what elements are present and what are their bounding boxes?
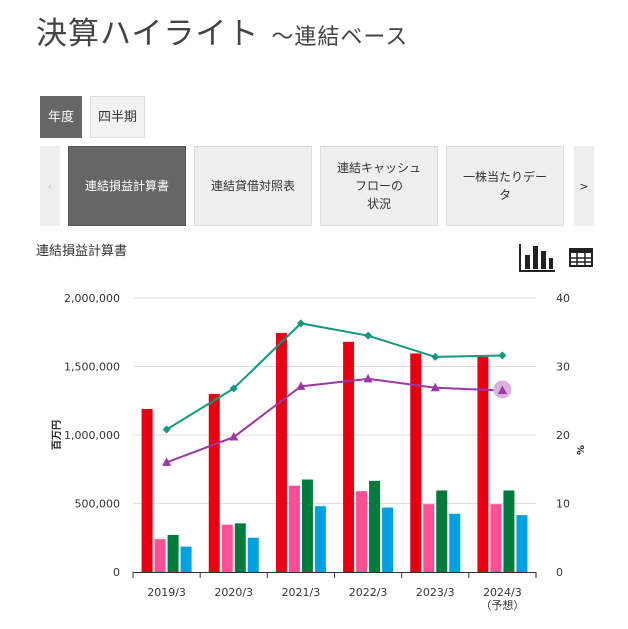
- series-line: [166, 377, 503, 464]
- line-point: [363, 373, 373, 383]
- line-point: [296, 319, 305, 328]
- tab-label-line: 状況: [366, 197, 391, 211]
- bar: [410, 353, 422, 572]
- tab-quarterly[interactable]: 四半期: [90, 96, 146, 138]
- tab-label-line: 一株当たりデー: [462, 170, 547, 184]
- bar: [503, 490, 515, 572]
- line-point: [229, 432, 239, 441]
- chart: 0 0 500,000 10 1,000,000 20 1,500,000 30 2,000,0…: [51, 292, 587, 612]
- line-point: [431, 352, 440, 361]
- y2-tick-label: 20: [556, 429, 570, 442]
- y2-tick-label: 40: [556, 292, 570, 305]
- bar: [477, 356, 489, 572]
- line-point: [430, 382, 440, 392]
- table-view-button[interactable]: [565, 240, 605, 274]
- bar: [234, 523, 246, 572]
- x-tick-label: 2024/3: [483, 586, 522, 599]
- tab-label-line: 連結キャッシュ: [336, 161, 421, 175]
- bar: [369, 480, 381, 572]
- page-title: 決算ハイライト ～連結ベース: [36, 8, 408, 53]
- bar-chart-view-button[interactable]: [517, 240, 557, 274]
- y2-tick-label: 10: [556, 498, 570, 511]
- tab-label-line: タ: [498, 188, 511, 202]
- tab-income-statement[interactable]: 連結損益計算書: [68, 146, 186, 226]
- bar: [436, 490, 448, 572]
- page-subtitle: ～連結ベース: [271, 25, 409, 50]
- bar: [167, 535, 179, 572]
- tabs-next-arrow[interactable]: >: [574, 146, 594, 226]
- x-tick-label: 2021/3: [282, 586, 321, 599]
- bar: [247, 537, 259, 572]
- chart-title: 連結損益計算書: [36, 244, 128, 259]
- bar: [180, 546, 192, 572]
- tab-label-line: 連結貸借対照表: [210, 179, 295, 193]
- y-tick-label: 0: [113, 566, 120, 579]
- tab-per-share-data[interactable]: 一株当たりデー タ: [446, 146, 564, 226]
- bar: [516, 515, 528, 572]
- bar: [423, 504, 435, 572]
- tab-label-line: 連結損益計算書: [84, 179, 169, 193]
- y-tick-label: 1,500,000: [64, 361, 120, 374]
- line-point: [162, 425, 171, 434]
- line-point: [497, 385, 507, 394]
- bar: [382, 507, 394, 572]
- tab-annual[interactable]: 年度: [40, 96, 83, 138]
- bar: [208, 393, 220, 572]
- y2-tick-label: 30: [556, 361, 570, 374]
- series-line: [166, 322, 503, 431]
- y2-tick-label: 0: [556, 566, 563, 579]
- bar: [154, 539, 166, 572]
- bar-chart-icon: [519, 244, 555, 272]
- y-axis-title: 百万円: [51, 420, 63, 450]
- y-tick-label: 500,000: [75, 498, 121, 511]
- bar: [490, 504, 502, 572]
- line-point: [364, 331, 373, 340]
- y-tick-label: 2,000,000: [64, 292, 120, 305]
- x-tick-label: 2020/3: [214, 586, 253, 599]
- statement-tabs: ‹ 連結損益計算書 連結貸借対照表 連結キャッシュ フローの 状況 一株当たりデ…: [40, 146, 596, 226]
- line-point: [296, 381, 306, 390]
- bar: [314, 506, 326, 572]
- bar: [356, 491, 368, 572]
- line-point: [162, 457, 172, 466]
- tab-cash-flow[interactable]: 連結キャッシュ フローの 状況: [320, 146, 438, 226]
- page-title-text: 決算ハイライト: [36, 16, 260, 52]
- period-tabs: 年度 四半期: [40, 96, 146, 138]
- table-icon: [569, 248, 593, 267]
- bar: [288, 485, 300, 572]
- bar: [221, 524, 233, 572]
- line-point: [229, 384, 238, 393]
- line-point: [498, 351, 507, 360]
- x-tick-label: 2019/3: [147, 586, 186, 599]
- x-tick-label: 2023/3: [416, 586, 455, 599]
- y-tick-label: 1,000,000: [64, 429, 120, 442]
- tab-label-line: フローの: [354, 179, 403, 193]
- bar: [301, 479, 313, 572]
- bar: [343, 341, 355, 572]
- bar: [449, 513, 461, 572]
- tabs-prev-arrow[interactable]: ‹: [40, 146, 60, 226]
- x-tick-label: 2022/3: [349, 586, 388, 599]
- bar: [141, 408, 153, 572]
- x-tick-label: （予想）: [480, 598, 524, 612]
- y2-axis-title: %: [576, 445, 587, 455]
- tab-balance-sheet[interactable]: 連結貸借対照表: [194, 146, 312, 226]
- bar: [275, 332, 287, 572]
